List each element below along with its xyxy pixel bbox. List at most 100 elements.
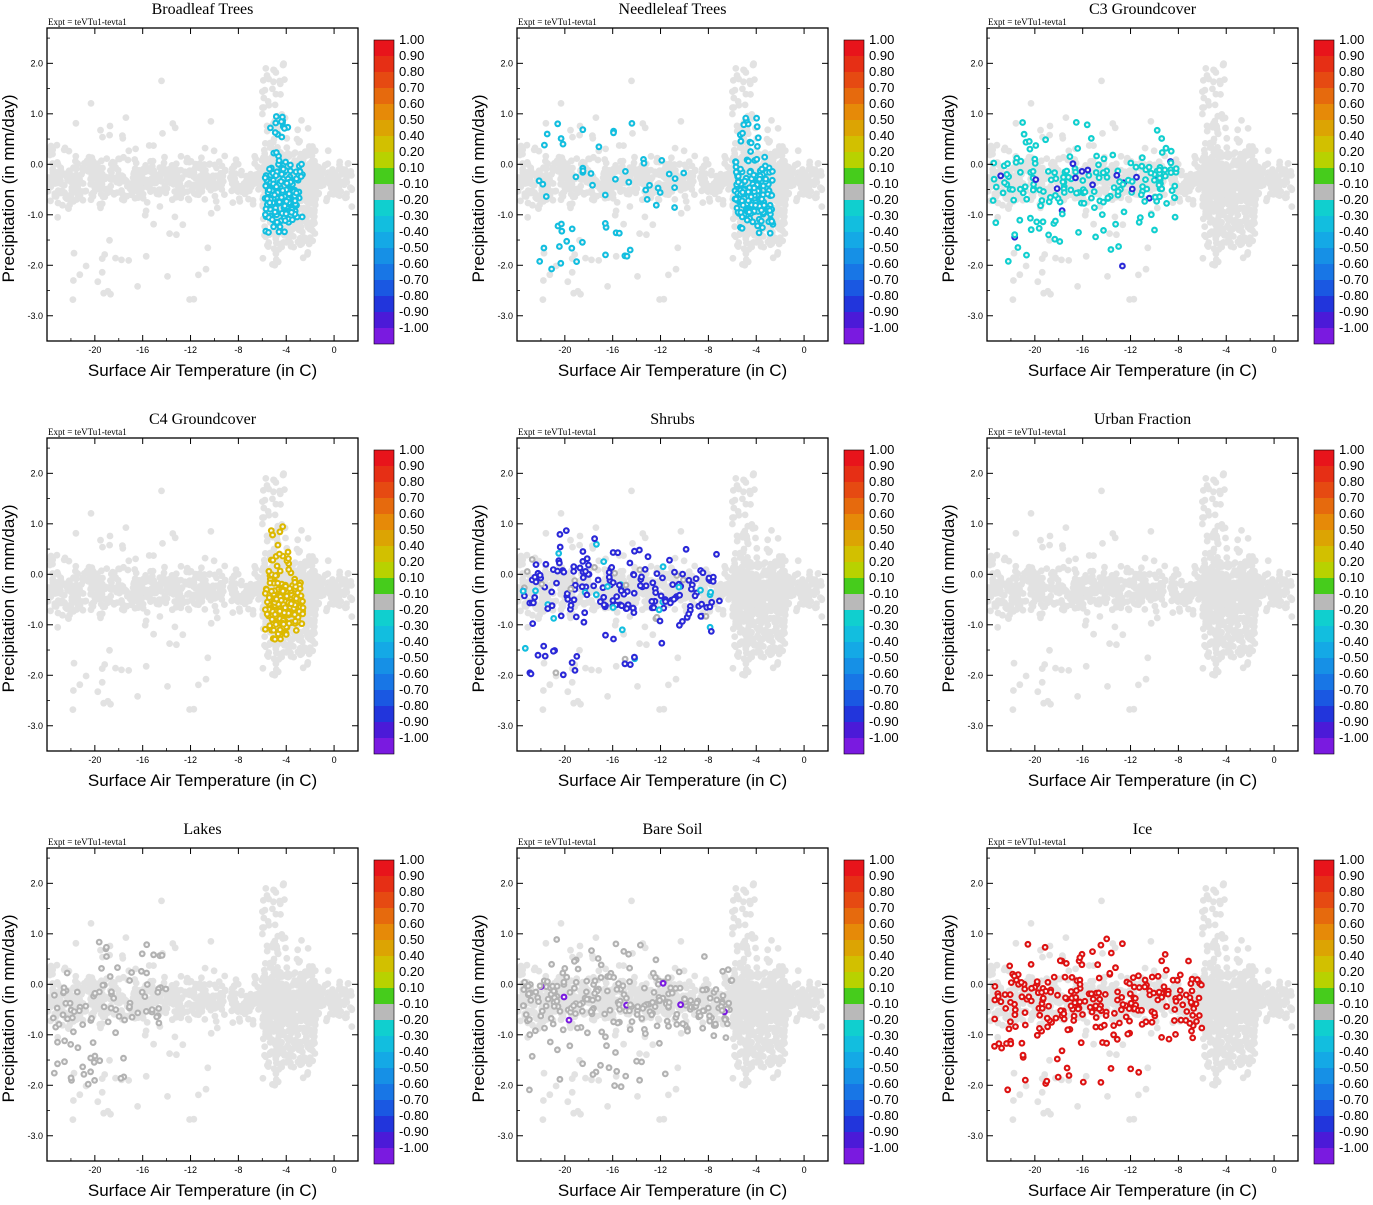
background-point (782, 163, 789, 170)
background-point (588, 257, 595, 264)
background-point (1231, 220, 1238, 227)
point-center (741, 132, 744, 135)
background-point (698, 187, 705, 194)
background-point (1251, 220, 1258, 227)
point-center (604, 194, 607, 197)
point-center (289, 170, 292, 173)
background-point (298, 117, 305, 124)
background-point (1230, 233, 1237, 240)
point-center (735, 198, 738, 201)
colorbar-label: 0.70 (869, 80, 894, 95)
background-point (665, 272, 672, 279)
background-point (1219, 164, 1226, 171)
point-center (747, 191, 750, 194)
point-center (745, 117, 748, 120)
background-point (251, 153, 258, 160)
x-tick-label: -20 (558, 345, 571, 355)
background-point (556, 154, 563, 161)
background-point (70, 277, 77, 284)
background-point (231, 162, 238, 169)
background-point (118, 257, 125, 264)
background-point (184, 188, 191, 195)
point-center (273, 194, 276, 197)
background-point (159, 130, 166, 137)
background-point (1199, 111, 1206, 118)
background-point (601, 156, 608, 163)
background-point (292, 149, 299, 156)
background-point (1269, 166, 1276, 173)
colorbar-swatch (374, 168, 394, 184)
colorbar-label: 0.20 (399, 144, 424, 159)
colorbar-swatch (374, 72, 394, 88)
point-center (582, 128, 585, 131)
background-point (80, 197, 87, 204)
background-point (673, 266, 680, 273)
background-point (1212, 102, 1219, 109)
point-center (628, 181, 631, 184)
colorbar-label: -0.10 (869, 176, 899, 191)
point-center (545, 195, 548, 198)
colorbar-swatch (844, 56, 864, 72)
background-point (1224, 222, 1231, 229)
point-center (743, 123, 746, 126)
background-point (591, 197, 598, 204)
background-point (1216, 195, 1223, 202)
background-point (702, 170, 709, 177)
background-point (179, 221, 186, 228)
background-point (214, 205, 221, 212)
point-center (561, 230, 564, 233)
background-point (1253, 178, 1260, 185)
background-point (177, 194, 184, 201)
background-point (106, 237, 113, 244)
background-point (1201, 201, 1208, 208)
point-center (274, 131, 277, 134)
background-point (535, 204, 542, 211)
point-center (558, 245, 561, 248)
background-point (216, 158, 223, 165)
background-point (612, 162, 619, 169)
background-point (1247, 151, 1254, 158)
background-point (1213, 240, 1220, 247)
background-point (564, 278, 571, 285)
background-point (201, 196, 208, 203)
background-point (620, 221, 627, 228)
background-point (775, 125, 782, 132)
background-point (260, 255, 267, 262)
background-point (1216, 78, 1223, 85)
background-point (1205, 239, 1212, 246)
background-point (157, 203, 164, 210)
background-point (245, 177, 252, 184)
background-point (607, 185, 614, 192)
background-point (137, 185, 144, 192)
background-point (799, 166, 806, 173)
background-point (142, 162, 149, 169)
background-point (203, 172, 210, 179)
background-point (1225, 150, 1232, 157)
background-point (303, 237, 310, 244)
point-center (300, 163, 303, 166)
background-point (283, 144, 290, 151)
point-center (280, 180, 283, 183)
experiment-label: Expt = teVTu1-tevta1 (518, 17, 597, 27)
background-point (271, 67, 278, 74)
background-point (232, 170, 239, 177)
background-point (1211, 67, 1218, 74)
background-point (1200, 164, 1207, 171)
background-point (222, 167, 229, 174)
background-point (564, 168, 571, 175)
background-point (602, 146, 609, 153)
background-point (655, 195, 662, 202)
point-center (560, 223, 563, 226)
point-center (295, 192, 298, 195)
point-center (281, 189, 284, 192)
background-point (213, 184, 220, 191)
colorbar-label: -0.10 (399, 176, 429, 191)
point-center (750, 142, 753, 145)
point-center (274, 122, 277, 125)
y-axis-label: Precipitation (in mm/day) (0, 94, 18, 282)
point-center (629, 249, 632, 252)
y-axis-label: Precipitation (in mm/day) (469, 94, 488, 282)
background-point (783, 178, 790, 185)
